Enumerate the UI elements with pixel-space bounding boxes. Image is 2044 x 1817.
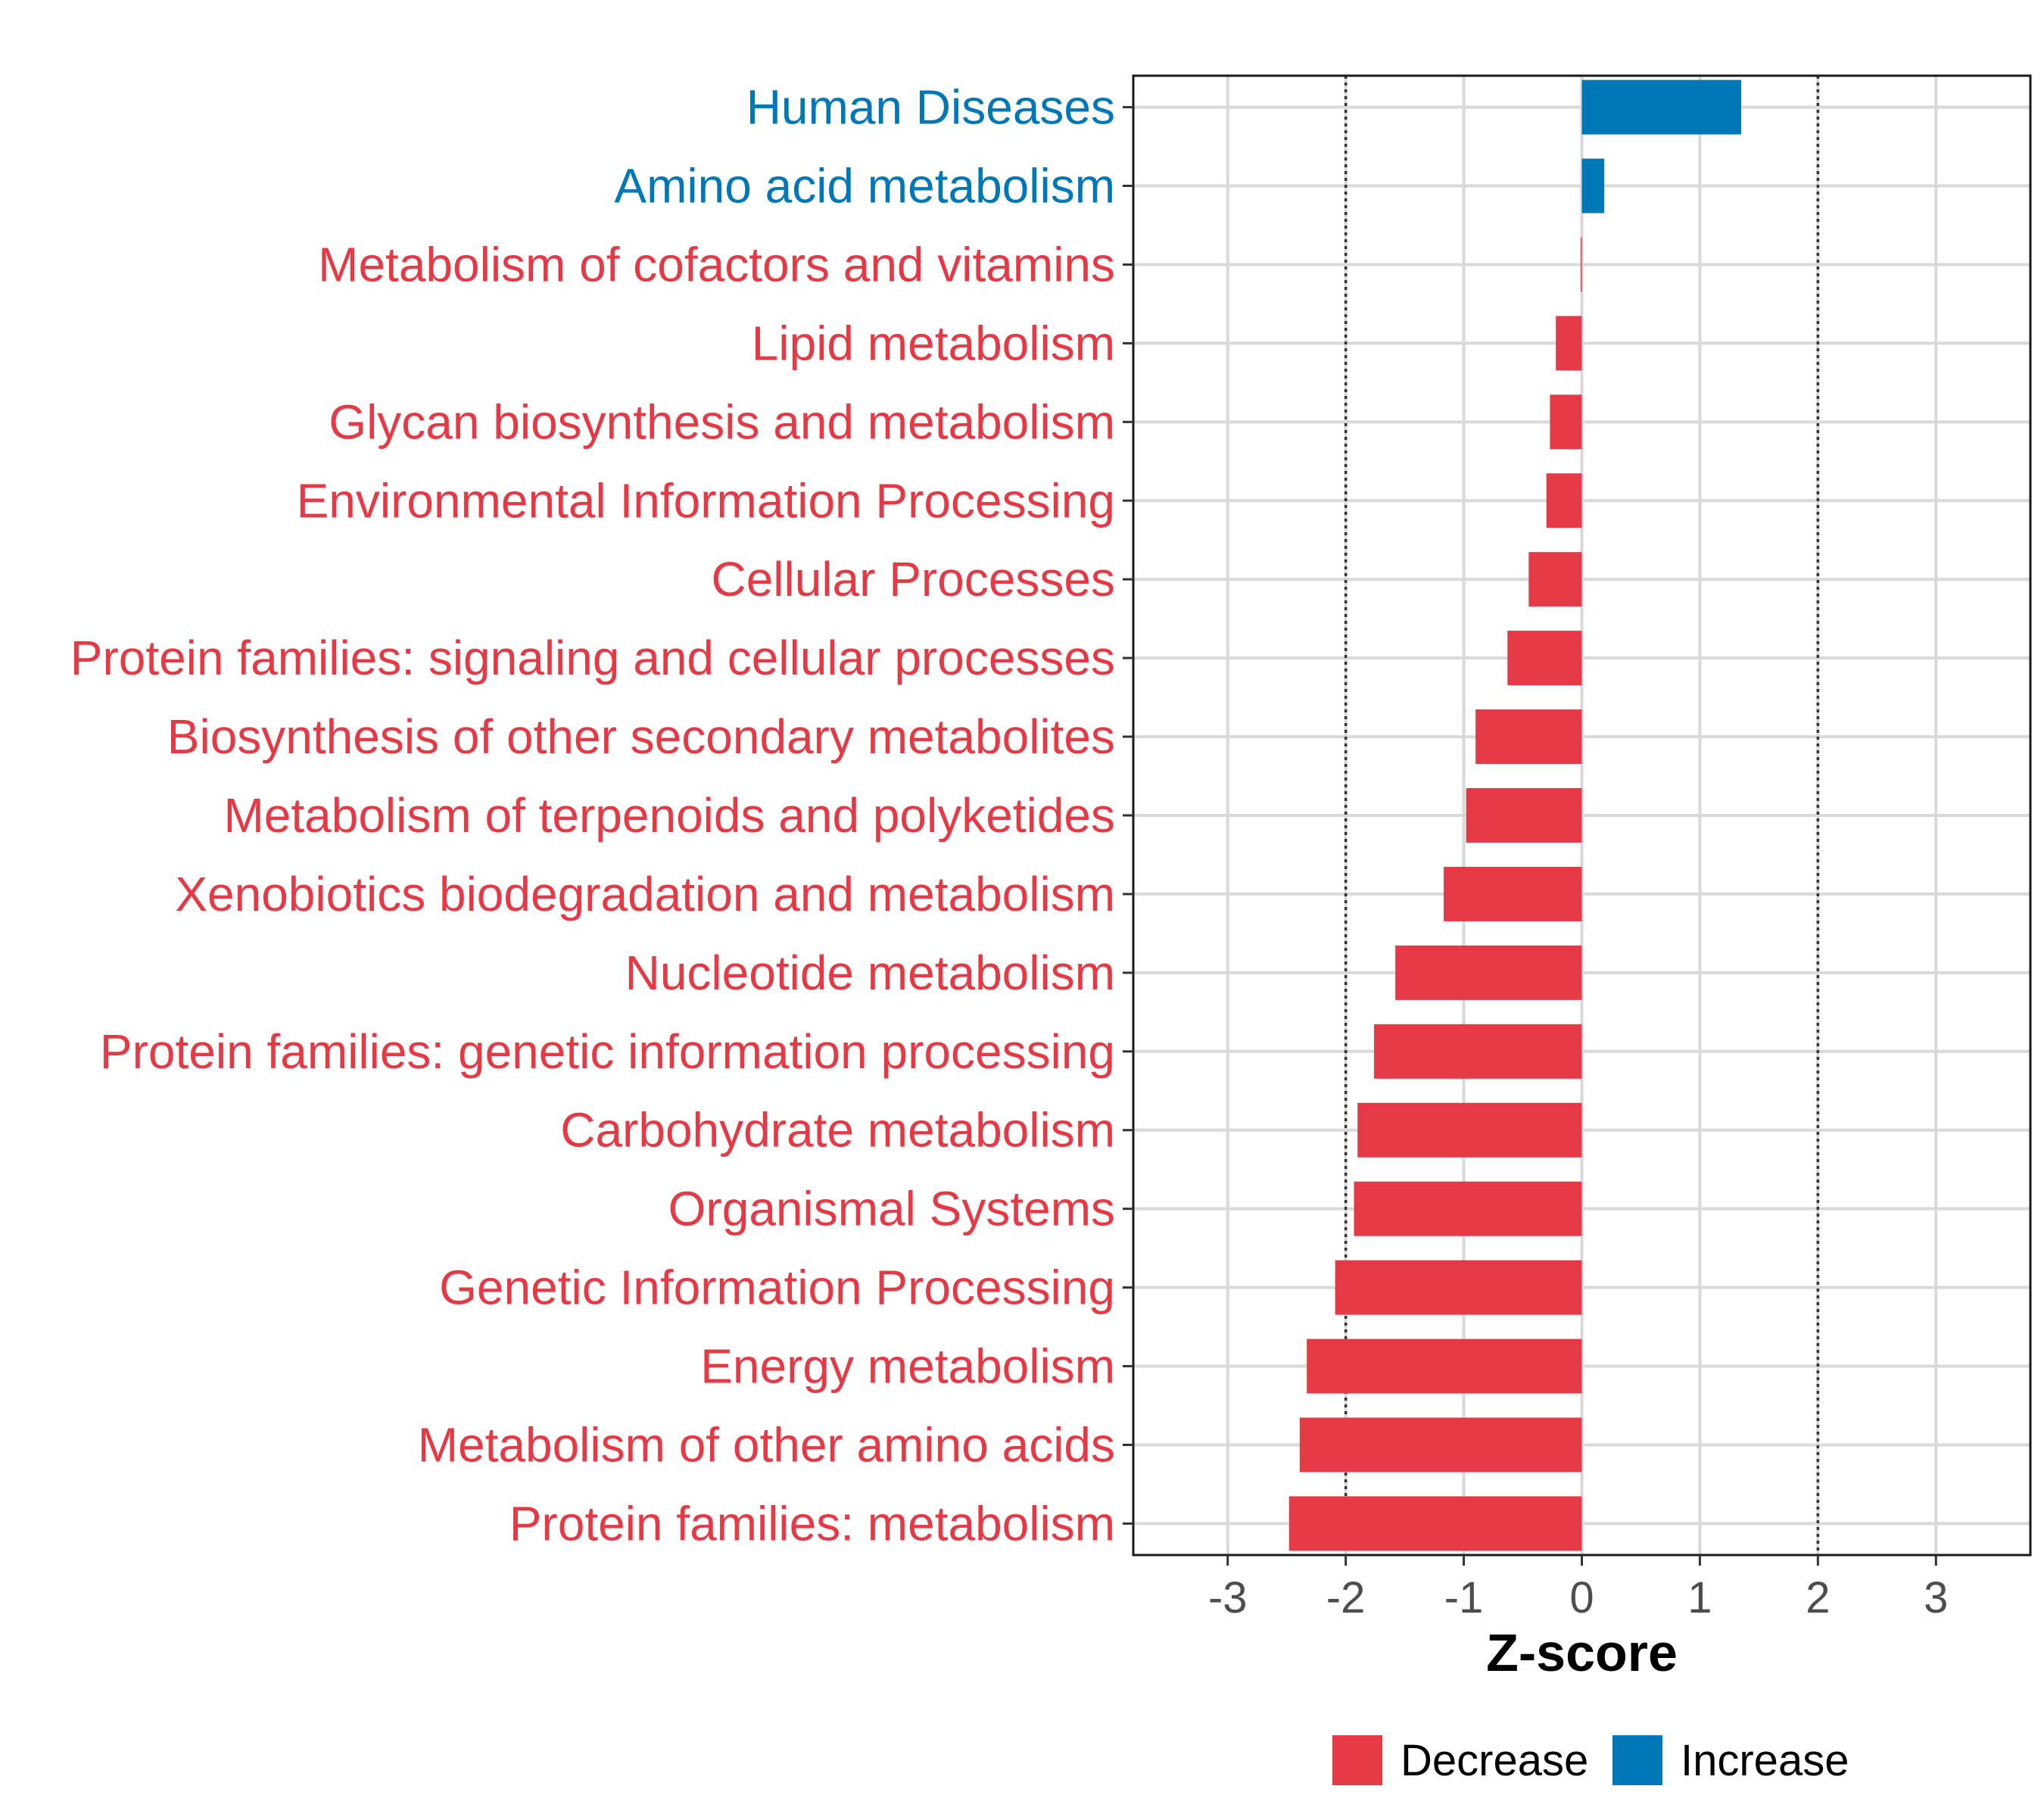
bar: [1581, 158, 1605, 213]
category-label: Xenobiotics biodegradation and metabolis…: [175, 867, 1115, 921]
category-label: Metabolism of other amino acids: [418, 1417, 1115, 1472]
bar: [1528, 552, 1582, 607]
x-tick-label: -1: [1444, 1573, 1484, 1622]
bar: [1354, 1181, 1582, 1236]
category-label: Biosynthesis of other secondary metaboli…: [167, 709, 1115, 764]
bar: [1546, 473, 1582, 528]
legend-label: Decrease: [1401, 1736, 1588, 1785]
category-label: Organismal Systems: [668, 1182, 1115, 1236]
legend: Decrease Increase: [1332, 1735, 1849, 1785]
bar: [1475, 709, 1582, 765]
bar: [1357, 1102, 1582, 1158]
category-label: Metabolism of cofactors and vitamins: [318, 237, 1115, 291]
bar: [1335, 1260, 1582, 1315]
category-label: Genetic Information Processing: [439, 1261, 1115, 1315]
x-axis: -3 -2 -1 0 1 2 3: [1208, 1555, 1948, 1622]
category-label: Protein families: genetic information pr…: [100, 1024, 1115, 1079]
legend-label: Increase: [1681, 1736, 1849, 1785]
legend-swatch: [1612, 1735, 1662, 1785]
bar: [1395, 945, 1582, 1000]
bar: [1288, 1496, 1582, 1551]
category-label: Nucleotide metabolism: [625, 946, 1115, 1000]
bar: [1550, 394, 1582, 450]
category-label: Protein families: signaling and cellular…: [70, 631, 1115, 685]
reference-lines: [1344, 76, 1820, 1555]
category-label: Amino acid metabolism: [614, 159, 1115, 213]
x-tick-label: -2: [1326, 1573, 1366, 1622]
category-label: Metabolism of terpenoids and polyketides: [223, 788, 1115, 843]
category-label: Human Diseases: [746, 80, 1115, 135]
bar: [1307, 1339, 1582, 1394]
category-label: Lipid metabolism: [752, 316, 1115, 370]
bar: [1299, 1417, 1582, 1473]
bar: [1466, 788, 1582, 843]
category-label: Environmental Information Processing: [297, 473, 1115, 528]
bar: [1444, 866, 1582, 921]
bar: [1580, 237, 1582, 292]
category-label: Energy metabolism: [700, 1339, 1115, 1394]
category-label: Cellular Processes: [711, 552, 1115, 606]
legend-swatch: [1332, 1735, 1382, 1785]
x-tick-label: 2: [1806, 1573, 1830, 1622]
x-tick-label: 1: [1687, 1573, 1712, 1622]
category-label: Protein families: metabolism: [509, 1496, 1115, 1551]
bars: [1288, 79, 1741, 1551]
x-tick-label: 0: [1569, 1573, 1594, 1622]
category-label: Glycan biosynthesis and metabolism: [329, 394, 1115, 449]
y-axis: Human Diseases Amino acid metabolism Metab…: [70, 80, 1133, 1551]
bar: [1507, 631, 1582, 686]
category-label: Carbohydrate metabolism: [560, 1103, 1115, 1158]
x-tick-label: -3: [1208, 1573, 1248, 1622]
x-axis-title: Z-score: [1486, 1623, 1678, 1682]
x-tick-label: 3: [1924, 1573, 1948, 1622]
bar: [1581, 79, 1741, 135]
bar: [1556, 316, 1582, 371]
bar: [1374, 1024, 1582, 1079]
